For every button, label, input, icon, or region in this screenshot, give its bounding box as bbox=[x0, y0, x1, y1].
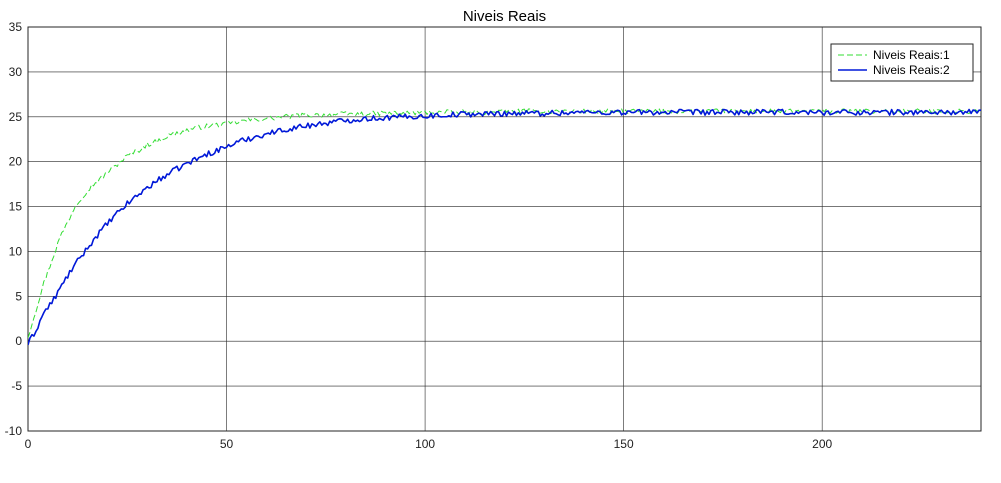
x-tick-label: 150 bbox=[614, 437, 634, 451]
y-tick-label: 25 bbox=[9, 110, 23, 124]
tick-labels: 0 50 100 150 200 -10 -5 0 5 10 15 20 25 30 35 bbox=[5, 20, 833, 451]
series-lines bbox=[28, 108, 981, 346]
y-tick-label: 0 bbox=[15, 334, 22, 348]
grid-lines bbox=[28, 27, 981, 431]
x-tick-label: 200 bbox=[812, 437, 832, 451]
x-tick-label: 100 bbox=[415, 437, 435, 451]
y-tick-label: 35 bbox=[9, 20, 23, 34]
series-line-2 bbox=[28, 108, 981, 346]
legend-box bbox=[830, 43, 974, 82]
y-tick-label: 15 bbox=[9, 200, 23, 214]
x-tick-label: 50 bbox=[220, 437, 234, 451]
plot-area bbox=[27, 26, 982, 432]
y-tick-label: 30 bbox=[9, 65, 23, 79]
y-tick-label: 20 bbox=[9, 155, 23, 169]
y-tick-label: -5 bbox=[11, 379, 22, 393]
legend-label-2: Niveis Reais:2 bbox=[873, 63, 950, 77]
x-tick-label: 0 bbox=[25, 437, 32, 451]
series-line-1 bbox=[28, 108, 981, 339]
y-tick-label: 5 bbox=[15, 289, 22, 303]
y-tick-label: -10 bbox=[5, 424, 23, 438]
y-tick-label: 10 bbox=[9, 244, 23, 258]
chart-title: Niveis Reais bbox=[463, 8, 546, 25]
legend-label-1: Niveis Reais:1 bbox=[873, 48, 950, 62]
